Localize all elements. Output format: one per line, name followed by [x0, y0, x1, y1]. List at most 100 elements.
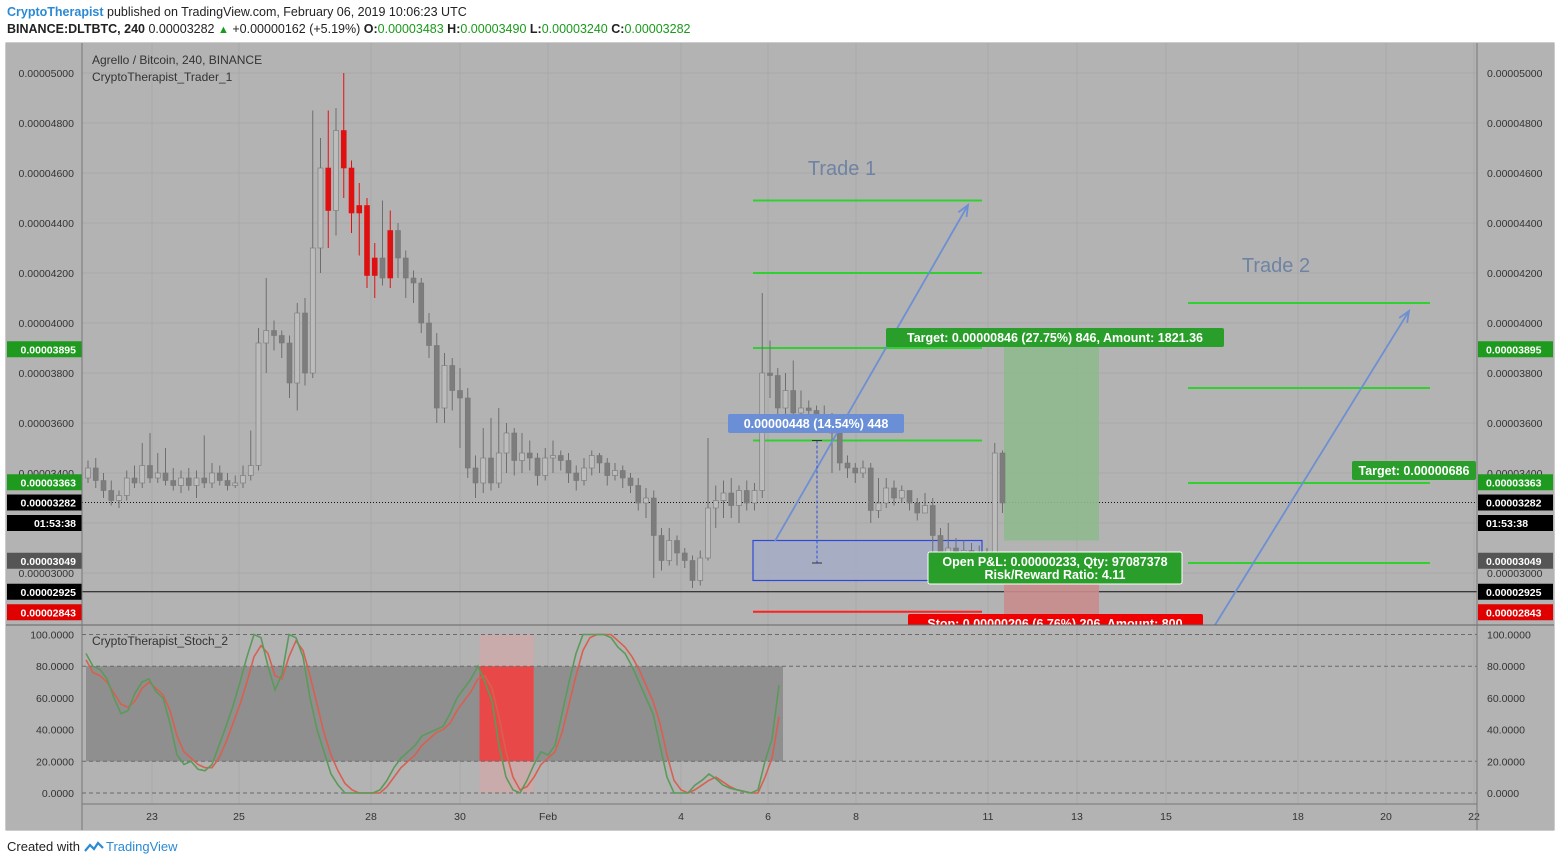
candle	[92, 458, 99, 488]
stoch-tick-left: 20.0000	[36, 756, 74, 768]
candle	[898, 485, 905, 503]
price-tag-right	[1478, 604, 1553, 621]
trade1-label: Trade 1	[808, 158, 876, 180]
candle-body	[410, 277, 417, 284]
y-tick-label-right: 0.00005000	[1487, 68, 1543, 80]
candle-body	[216, 472, 223, 481]
candle	[991, 443, 998, 563]
candles	[85, 73, 1006, 588]
price-tag-text-left: 0.00002925	[21, 587, 77, 599]
y-tick-label-right: 0.00004800	[1487, 118, 1543, 130]
candle-body	[790, 390, 797, 414]
candle-body	[271, 330, 277, 336]
candle	[720, 480, 727, 518]
price-tag-left	[7, 604, 82, 621]
price-tag-right	[1478, 494, 1553, 511]
candle	[333, 108, 339, 236]
candle	[867, 463, 874, 523]
candle-body	[402, 257, 409, 279]
y-tick-label-right: 0.00004200	[1487, 268, 1543, 280]
y-tick-label-left: 0.00004600	[19, 168, 75, 180]
candle-body	[317, 167, 324, 249]
x-tick-label: 20	[1380, 811, 1392, 823]
trade2-label: Trade 2	[1242, 255, 1310, 277]
y-tick-label-right: 0.00003600	[1487, 418, 1543, 430]
candle	[852, 463, 859, 483]
candle	[697, 550, 704, 586]
candle-body	[139, 465, 146, 484]
price-tag-text-left: 0.00003282	[21, 498, 77, 510]
candle-body	[999, 452, 1006, 504]
candle-body	[557, 455, 564, 461]
published-text: published on TradingView.com, February 0…	[107, 5, 467, 19]
axes: 0.00005000 0.00005000 0.00004800 0.00004800…	[7, 68, 1553, 823]
candle	[782, 373, 789, 416]
candle	[240, 465, 246, 488]
candle	[410, 270, 417, 303]
candle	[914, 498, 921, 521]
candle-body	[922, 505, 928, 514]
tradingview-link[interactable]: TradingView	[84, 839, 178, 854]
candle	[751, 483, 758, 511]
candle-body	[480, 457, 487, 484]
indicator-title: CryptoTherapist_Trader_1	[92, 70, 233, 84]
candle-body	[131, 477, 138, 484]
price-tag-left	[7, 494, 82, 511]
x-tick-label: 25	[233, 811, 245, 823]
candle-body	[836, 432, 843, 464]
candle-body	[705, 507, 711, 559]
y-tick-label-left: 0.00003600	[19, 418, 75, 430]
author-link[interactable]: CryptoTherapist	[7, 5, 104, 19]
price-tag-text-left: 01:53:38	[34, 518, 76, 530]
symbol: BINANCE:DLTBTC, 240	[7, 22, 145, 36]
stoch-tick-right: 100.0000	[1487, 630, 1531, 642]
candle-body	[751, 490, 758, 504]
candle-body	[534, 457, 541, 476]
candle	[511, 428, 518, 476]
candle-body	[720, 492, 727, 501]
y-tick-label-left: 0.00004800	[19, 118, 75, 130]
candle-body	[643, 497, 649, 504]
candle-body	[898, 490, 905, 499]
candle-body	[697, 557, 704, 581]
candle	[712, 485, 719, 528]
candle	[790, 360, 797, 421]
candle	[635, 478, 642, 511]
trade1-arrow-head	[957, 202, 970, 218]
candle-body	[550, 455, 556, 459]
candle	[201, 435, 208, 488]
x-tick-label: 18	[1292, 811, 1304, 823]
x-tick-label: 11	[983, 811, 994, 823]
candle	[294, 303, 301, 411]
candle-body	[565, 460, 572, 474]
l-value: 0.00003240	[541, 22, 608, 36]
candle	[379, 200, 386, 286]
candle	[278, 330, 285, 358]
candle	[526, 440, 533, 471]
stoch-tick-right: 60.0000	[1487, 693, 1525, 705]
price-tag-text-right: 0.00003282	[1486, 498, 1542, 510]
candle-body	[449, 365, 456, 391]
candle-body	[333, 130, 339, 211]
candle	[395, 223, 401, 278]
candle	[999, 450, 1006, 513]
c-value: 0.00003282	[624, 22, 691, 36]
candle-body	[929, 505, 936, 536]
candle	[906, 490, 913, 511]
candle-body	[286, 342, 293, 384]
candle	[891, 480, 897, 506]
candle	[534, 453, 541, 486]
candle-body	[604, 462, 611, 476]
created-with: Created with	[7, 839, 80, 854]
price-tag-left	[7, 552, 82, 569]
candle	[178, 470, 184, 493]
candle	[495, 408, 502, 488]
candle-body	[619, 470, 626, 479]
candle	[573, 465, 580, 491]
candle-body	[767, 372, 773, 376]
candle	[612, 463, 618, 481]
price-tag-left	[7, 583, 82, 600]
stoch-k-line	[85, 633, 780, 795]
candle-body	[255, 342, 262, 466]
